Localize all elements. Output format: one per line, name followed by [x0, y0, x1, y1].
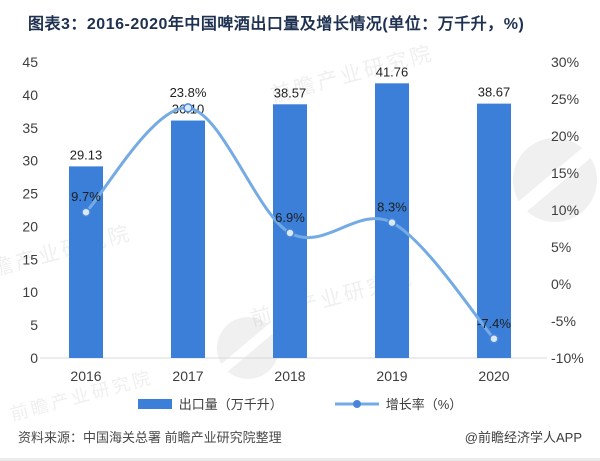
chart-title: 图表3：2016-2020年中国啤酒出口量及增长情况(单位：万千升，%)	[28, 16, 525, 33]
right-axis-tick: 5%	[551, 239, 571, 255]
right-axis-tick: 25%	[551, 91, 579, 107]
right-axis-tick: 15%	[551, 165, 579, 181]
legend-item-growth-rate[interactable]: 增长率（%）	[334, 394, 463, 413]
right-axis-tick: 0%	[551, 276, 571, 292]
left-axis-tick: 25	[22, 186, 38, 202]
x-axis-label: 2020	[478, 368, 509, 384]
legend-line-dot	[352, 399, 361, 408]
chart-footer: 资料来源：中国海关总署 前瞻产业研究院整理 @前瞻经济学人APP	[0, 427, 600, 446]
legend-label-export-volume: 出口量（万千升）	[178, 397, 283, 412]
left-axis-tick: 40	[22, 87, 38, 103]
left-axis-tick: 30	[22, 153, 38, 169]
source-text: 资料来源：中国海关总署 前瞻产业研究院整理	[18, 430, 282, 445]
chart-legend: 出口量（万千升） 增长率（%）	[0, 394, 600, 413]
left-axis-tick: 15	[22, 251, 38, 267]
x-axis-label: 2016	[70, 368, 101, 384]
x-axis-label: 2018	[274, 368, 305, 384]
bar-value-label: 38.67	[478, 85, 511, 100]
bar-value-label: 38.57	[274, 85, 307, 100]
line-marker	[489, 334, 499, 344]
bar	[477, 103, 511, 359]
line-marker	[81, 207, 91, 217]
line-value-label: -7.4%	[477, 316, 511, 331]
left-axis-tick: 20	[22, 218, 38, 234]
legend-item-export-volume[interactable]: 出口量（万千升）	[137, 394, 283, 413]
right-axis-tick: 10%	[551, 202, 579, 218]
left-axis-tick: 0	[30, 350, 38, 366]
x-axis-label: 2017	[172, 368, 203, 384]
line-marker	[387, 217, 397, 228]
right-axis-tick: -10%	[551, 350, 584, 366]
right-axis-tick: 30%	[551, 54, 579, 70]
line-marker	[183, 103, 193, 113]
line-value-label: 9.7%	[71, 189, 101, 204]
line-marker	[285, 228, 295, 238]
line-value-label: 8.3%	[377, 200, 407, 215]
right-axis-tick: -5%	[551, 313, 576, 329]
left-axis-tick: 10	[22, 284, 38, 300]
chart-canvas: 45 40 35 30 25 20 15 10 5 0 30% 25% 20% 15% 10% 5% 0% -5%…	[22, 54, 584, 384]
credit-text: @前瞻经济学人APP	[464, 430, 582, 445]
bar	[171, 120, 205, 358]
line-swatch-icon	[334, 399, 379, 408]
left-axis-tick: 35	[22, 120, 38, 136]
bar-swatch-icon	[137, 398, 172, 409]
line-value-label: 6.9%	[275, 210, 305, 225]
bar-value-label: 29.13	[70, 147, 103, 162]
bar-value-label: 41.76	[376, 64, 409, 79]
left-axis-tick: 5	[30, 317, 38, 333]
line-value-label: 23.8%	[170, 85, 207, 100]
legend-label-growth-rate: 增长率（%）	[385, 397, 463, 412]
legend-bar-swatch	[137, 398, 172, 409]
bottom-divider	[0, 458, 600, 461]
left-axis-tick: 45	[22, 54, 38, 70]
right-axis-tick: 20%	[551, 128, 579, 144]
x-axis-label: 2019	[376, 368, 407, 384]
